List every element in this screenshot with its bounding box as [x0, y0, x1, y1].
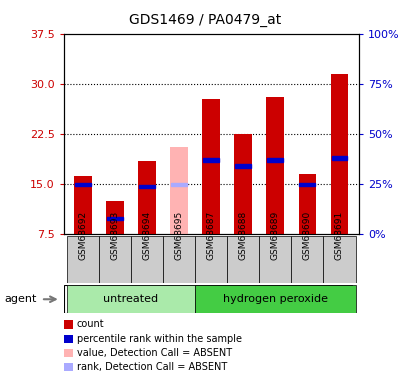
Bar: [139, 184, 155, 188]
Bar: [130, 236, 163, 283]
Bar: [170, 147, 187, 234]
Bar: [258, 236, 291, 283]
Bar: [203, 159, 218, 162]
Text: GSM68693: GSM68693: [110, 210, 119, 260]
Text: GSM68694: GSM68694: [142, 211, 151, 260]
Text: GSM68689: GSM68689: [270, 210, 279, 260]
Text: GSM68695: GSM68695: [174, 210, 183, 260]
Text: GSM68688: GSM68688: [238, 210, 247, 260]
Bar: [63, 349, 72, 357]
Bar: [163, 236, 195, 283]
Text: GSM68691: GSM68691: [334, 210, 343, 260]
Bar: [299, 183, 315, 186]
Bar: [171, 183, 187, 186]
Bar: [266, 97, 283, 234]
Text: value, Detection Call = ABSENT: value, Detection Call = ABSENT: [76, 348, 231, 358]
Bar: [195, 236, 227, 283]
Bar: [63, 320, 72, 328]
Bar: [235, 165, 251, 168]
Bar: [195, 285, 355, 313]
Text: hydrogen peroxide: hydrogen peroxide: [222, 294, 327, 304]
Bar: [298, 174, 315, 234]
Bar: [63, 334, 72, 343]
Bar: [67, 236, 99, 283]
Bar: [63, 363, 72, 371]
Bar: [291, 236, 323, 283]
Text: GSM68692: GSM68692: [78, 211, 87, 260]
Bar: [267, 159, 283, 162]
Text: percentile rank within the sample: percentile rank within the sample: [76, 334, 241, 344]
Text: untreated: untreated: [103, 294, 158, 304]
Bar: [202, 99, 220, 234]
Bar: [227, 236, 258, 283]
Bar: [234, 134, 252, 234]
Bar: [330, 74, 348, 234]
Bar: [107, 217, 123, 220]
Bar: [75, 183, 90, 186]
Bar: [106, 201, 124, 234]
Text: rank, Detection Call = ABSENT: rank, Detection Call = ABSENT: [76, 362, 226, 372]
Text: count: count: [76, 320, 104, 329]
Text: GDS1469 / PA0479_at: GDS1469 / PA0479_at: [128, 13, 281, 27]
Text: agent: agent: [4, 294, 36, 304]
Text: GSM68687: GSM68687: [206, 210, 215, 260]
Bar: [138, 161, 155, 234]
Text: GSM68690: GSM68690: [302, 210, 311, 260]
Bar: [331, 156, 346, 160]
Bar: [67, 285, 195, 313]
Bar: [99, 236, 130, 283]
Bar: [323, 236, 355, 283]
Bar: [74, 176, 91, 234]
